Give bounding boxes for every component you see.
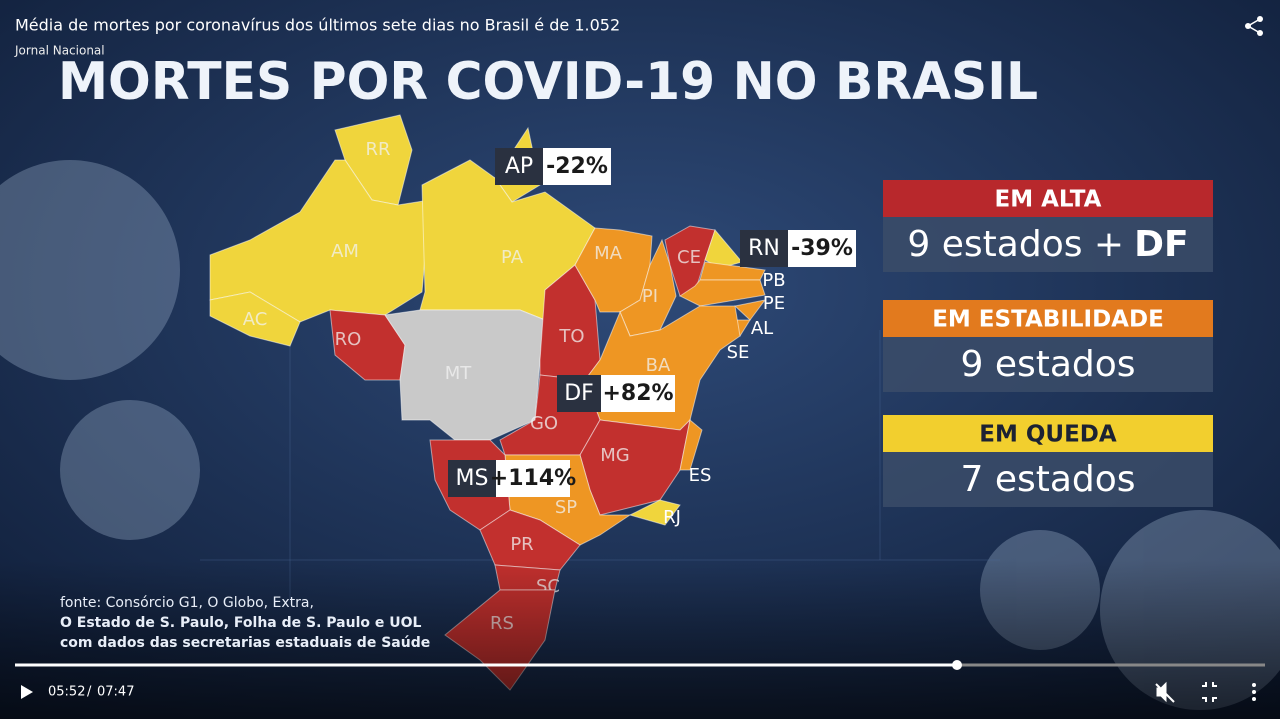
progress-handle[interactable] <box>952 660 962 670</box>
state-label: RJ <box>663 507 681 528</box>
state-label: MT <box>445 363 473 384</box>
badge-change-box <box>788 230 856 267</box>
badge-state: MS <box>456 466 489 491</box>
state-label: SE <box>727 342 750 363</box>
fullscreen-button[interactable] <box>1202 682 1217 702</box>
legend-count-text: 7 estados <box>960 459 1135 500</box>
legend-label: EM ALTA <box>995 187 1102 213</box>
legend-box <box>883 452 1213 507</box>
state-label: PA <box>501 247 524 268</box>
badge-change: +114% <box>490 466 576 491</box>
state-label: PI <box>642 286 658 307</box>
state-label: PB <box>762 270 785 291</box>
state-label: PE <box>763 293 785 314</box>
time-separator: / <box>87 685 92 700</box>
legend-count: 9 estados <box>960 344 1135 385</box>
state-label: GO <box>530 413 558 434</box>
video-title[interactable]: Média de mortes por coronavírus dos últi… <box>15 16 620 35</box>
state-label: SP <box>555 497 577 518</box>
legend-count-text: 9 estados <box>960 344 1135 385</box>
state-label: AM <box>331 241 359 262</box>
state-label: MG <box>600 445 629 466</box>
play-button[interactable] <box>21 685 33 699</box>
state-label: BA <box>646 355 671 376</box>
state-label: RR <box>365 139 390 160</box>
badge-state: RN <box>748 236 780 261</box>
badge-state: DF <box>564 381 594 406</box>
legend-label: EM ESTABILIDADE <box>932 307 1164 333</box>
legend-count: 9 estados + DF <box>907 224 1188 265</box>
current-time: 05:52 <box>48 685 85 700</box>
duration: 07:47 <box>97 685 134 700</box>
badge-change-box <box>543 148 611 185</box>
badge-change: -22% <box>546 154 608 179</box>
control-shade <box>0 560 1280 719</box>
source-line: com dados das secretarias estaduais de S… <box>60 635 430 651</box>
badge-change-box <box>496 460 570 497</box>
badge-state-box <box>495 148 543 185</box>
legend-header <box>883 300 1213 337</box>
badge-change: -39% <box>791 236 853 261</box>
share-button[interactable] <box>1245 16 1263 36</box>
legend-header <box>883 180 1213 217</box>
legend-box <box>883 217 1213 272</box>
channel-name[interactable]: Jornal Nacional <box>14 44 105 58</box>
badge-change: +82% <box>602 381 673 406</box>
state-shape <box>679 419 703 471</box>
state-shape <box>628 499 681 526</box>
state-label: TO <box>558 326 584 347</box>
badge-state-box <box>448 460 496 497</box>
state-label: ES <box>689 465 712 486</box>
state-shape <box>733 299 767 321</box>
source-line: O Estado de S. Paulo, Folha de S. Paulo … <box>60 615 421 631</box>
state-label: AC <box>243 309 268 330</box>
badge-state-box <box>740 230 788 267</box>
state-shape <box>664 225 716 297</box>
legend-count: 7 estados <box>960 459 1135 500</box>
badge-state-box <box>557 375 601 412</box>
state-label: MA <box>594 243 623 264</box>
legend-count-text: 9 estados + <box>907 224 1124 265</box>
graphic-title: MORTES POR COVID-19 NO BRASIL <box>58 52 1038 112</box>
source-line: fonte: Consórcio G1, O Globo, Extra, <box>60 595 314 611</box>
state-shape <box>209 291 301 347</box>
state-label: RO <box>335 329 362 350</box>
menu-button[interactable] <box>1252 683 1256 701</box>
mute-button[interactable] <box>1155 681 1175 703</box>
state-label: PR <box>510 534 533 555</box>
legend-count-extra: DF <box>1134 224 1188 265</box>
legend-box <box>883 337 1213 392</box>
legend-label: EM QUEDA <box>979 422 1117 448</box>
badge-state: AP <box>505 154 533 179</box>
state-label: AL <box>751 318 773 339</box>
legend-header <box>883 415 1213 452</box>
state-label: CE <box>677 247 701 268</box>
badge-change-box <box>601 375 675 412</box>
